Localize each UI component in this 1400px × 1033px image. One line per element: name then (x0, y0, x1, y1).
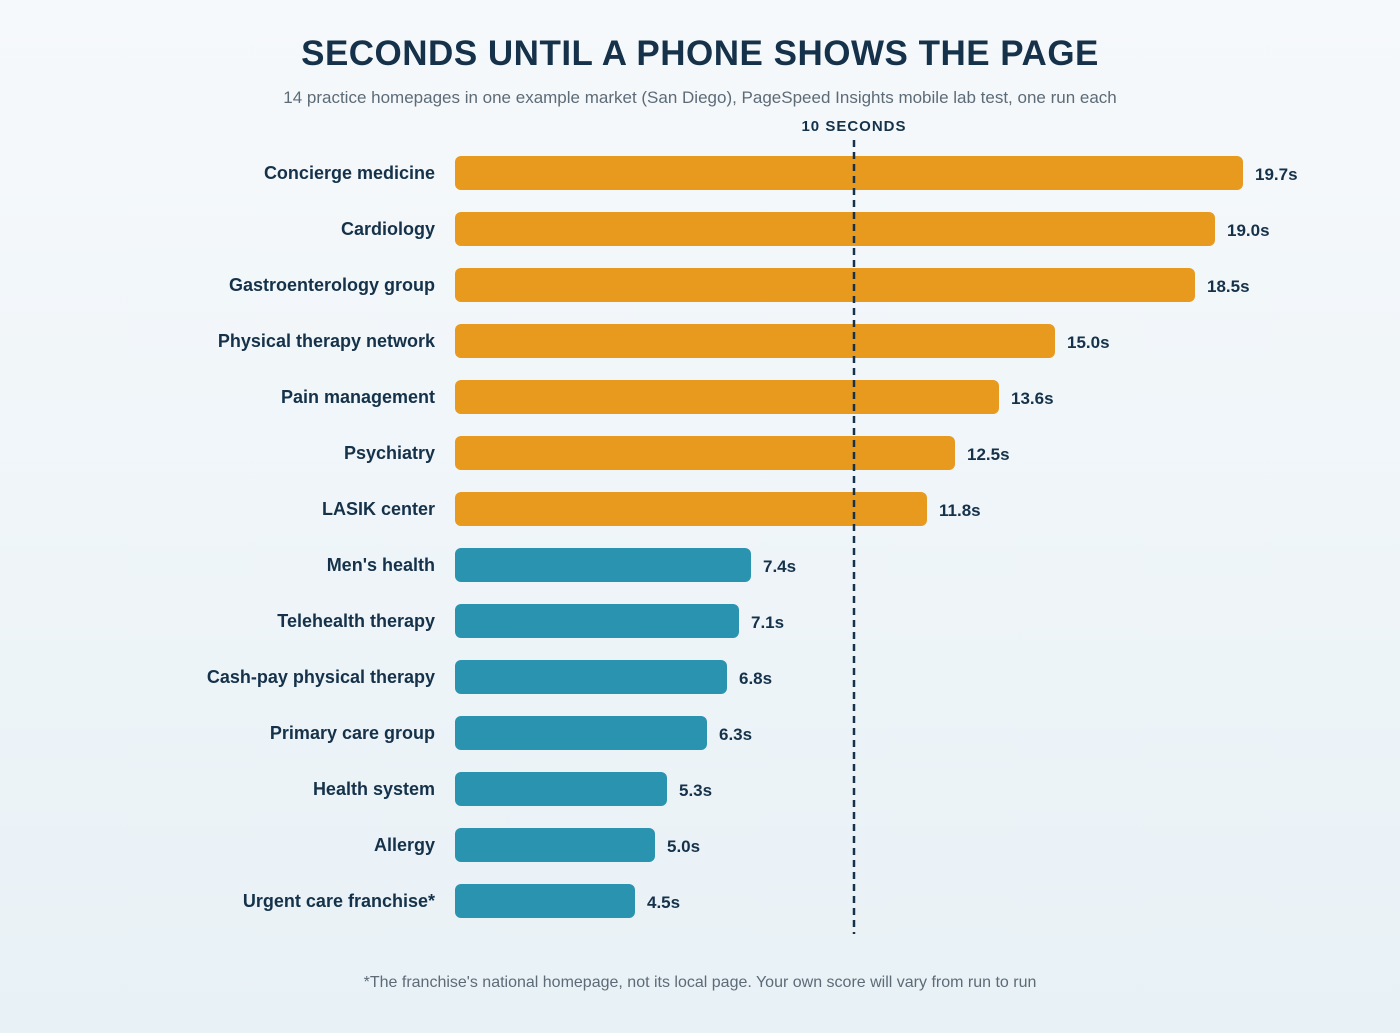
value-label: 7.1s (751, 613, 784, 632)
bar (455, 436, 955, 470)
bar (455, 324, 1055, 358)
bar (455, 884, 635, 918)
bar (455, 268, 1195, 302)
bar (455, 212, 1215, 246)
chart-footnote: *The franchise's national homepage, not … (363, 974, 1037, 991)
bar (455, 548, 751, 582)
category-label: Gastroenterology group (229, 275, 435, 295)
bar (455, 716, 707, 750)
bar (455, 604, 739, 638)
value-label: 5.0s (667, 837, 700, 856)
category-label: LASIK center (322, 499, 435, 519)
reference-line-label: 10 SECONDS (801, 118, 906, 135)
value-label: 18.5s (1207, 277, 1250, 296)
category-label: Cardiology (341, 219, 435, 239)
category-label: Primary care group (270, 723, 435, 743)
chart-title: SECONDS UNTIL A PHONE SHOWS THE PAGE (301, 34, 1099, 73)
value-label: 13.6s (1011, 389, 1054, 408)
value-label: 6.8s (739, 669, 772, 688)
category-label: Telehealth therapy (277, 611, 435, 631)
bars-layer: Concierge medicine 19.7s Cardiology 19.0s Ga… (207, 156, 1298, 918)
category-label: Allergy (374, 835, 435, 855)
category-label: Men's health (327, 555, 435, 575)
value-label: 15.0s (1067, 333, 1110, 352)
category-label: Pain management (281, 387, 435, 407)
bar (455, 156, 1243, 190)
reference-layer: 10 SECONDS (801, 118, 906, 934)
value-label: 7.4s (763, 557, 796, 576)
value-label: 12.5s (967, 445, 1010, 464)
bar (455, 772, 667, 806)
value-label: 19.7s (1255, 165, 1298, 184)
value-label: 19.0s (1227, 221, 1270, 240)
bar (455, 492, 927, 526)
category-label: Physical therapy network (218, 331, 436, 351)
bar (455, 828, 655, 862)
value-label: 11.8s (939, 501, 981, 520)
category-label: Cash-pay physical therapy (207, 667, 435, 687)
category-label: Concierge medicine (264, 163, 435, 183)
value-label: 6.3s (719, 725, 752, 744)
value-label: 4.5s (647, 893, 680, 912)
chart-subtitle: 14 practice homepages in one example mar… (283, 88, 1117, 107)
bar (455, 660, 727, 694)
bar (455, 380, 999, 414)
value-label: 5.3s (679, 781, 712, 800)
category-label: Psychiatry (344, 443, 435, 463)
category-label: Urgent care franchise* (243, 891, 435, 911)
category-label: Health system (313, 779, 435, 799)
